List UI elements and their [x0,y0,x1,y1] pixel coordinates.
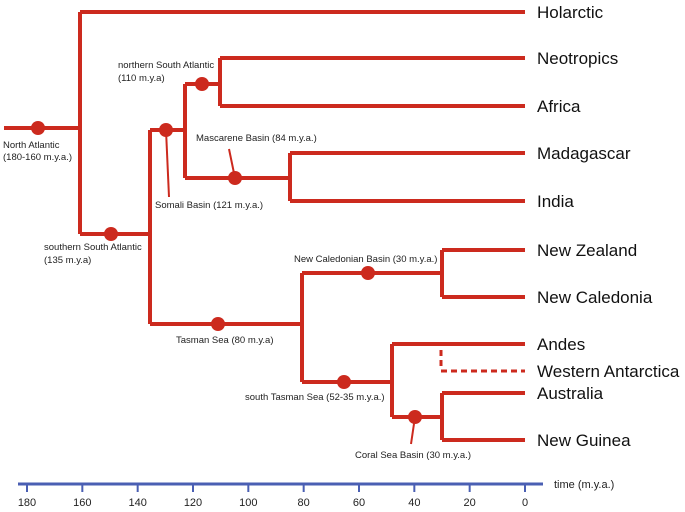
dot-north-atlantic [31,121,45,135]
label-southern-south-atlantic-line1: southern South Atlantic [44,242,142,253]
axis-ticks: 180 160 140 120 100 80 60 40 20 0 [18,484,528,509]
label-somali-basin: Somali Basin (121 m.y.a.) [155,200,263,211]
dot-tasman-sea [211,317,225,331]
axis-tick-label: 140 [128,497,146,509]
label-new-caledonian-basin: New Caledonian Basin (30 m.y.a.) [294,254,437,265]
leaf-andes: Andes [537,335,585,354]
leaf-madagascar: Madagascar [537,144,631,163]
label-north-atlantic-line1: North Atlantic [3,140,60,151]
axis-tick-label: 0 [522,497,528,509]
dot-south-tasman-sea [337,375,351,389]
label-northern-south-atlantic-line2: (110 m.y.a) [118,73,165,84]
leaf-india: India [537,192,574,211]
tree-branches [4,10,525,442]
leaf-new-caledonia: New Caledonia [537,288,653,307]
leaf-africa: Africa [537,97,581,116]
leader-somali-basin [165,129,170,198]
leaf-new-guinea: New Guinea [537,431,631,450]
label-tasman-sea: Tasman Sea (80 m.y.a) [176,335,274,346]
dot-northern-south-atlantic [195,77,209,91]
leader-mascarene-basin [228,148,236,179]
axis-tick-label: 20 [464,497,476,509]
leaf-western-antarctica: Western Antarctica [537,362,680,381]
event-markers [31,77,422,445]
label-southern-south-atlantic-line2: (135 m.y.a) [44,255,91,266]
leaf-labels: Holarctic Neotropics Africa Madagascar I… [537,3,680,450]
leaf-holarctic: Holarctic [537,3,604,22]
axis-tick-label: 80 [298,497,310,509]
dot-southern-south-atlantic [104,227,118,241]
axis-tick-label: 100 [239,497,257,509]
label-mascarene-basin: Mascarene Basin (84 m.y.a.) [196,133,317,144]
axis-tick-label: 160 [73,497,91,509]
time-axis: 180 160 140 120 100 80 60 40 20 0 time (m.y.a.) [18,479,614,509]
label-south-tasman-sea: south Tasman Sea (52-35 m.y.a.) [245,392,385,403]
axis-title: time (m.y.a.) [554,479,614,491]
axis-tick-label: 180 [18,497,36,509]
label-coral-sea-basin: Coral Sea Basin (30 m.y.a.) [355,450,471,461]
axis-tick-label: 120 [184,497,202,509]
leader-coral-sea-basin [410,416,416,445]
label-north-atlantic-line2: (180-160 m.y.a.) [3,152,72,163]
label-northern-south-atlantic-line1: northern South Atlantic [118,60,214,71]
label-northern-south-atlantic: northern South Atlantic (110 m.y.a) [118,60,217,84]
axis-tick-label: 40 [408,497,420,509]
event-labels: North Atlantic (180-160 m.y.a.) northern… [3,60,471,461]
label-southern-south-atlantic: southern South Atlantic (135 m.y.a) [44,242,144,266]
label-north-atlantic: North Atlantic (180-160 m.y.a.) [3,140,72,163]
dot-new-caledonian-basin [361,266,375,280]
axis-tick-label: 60 [353,497,365,509]
leaf-australia: Australia [537,384,604,403]
leaf-neotropics: Neotropics [537,49,618,68]
leaf-new-zealand: New Zealand [537,241,637,260]
